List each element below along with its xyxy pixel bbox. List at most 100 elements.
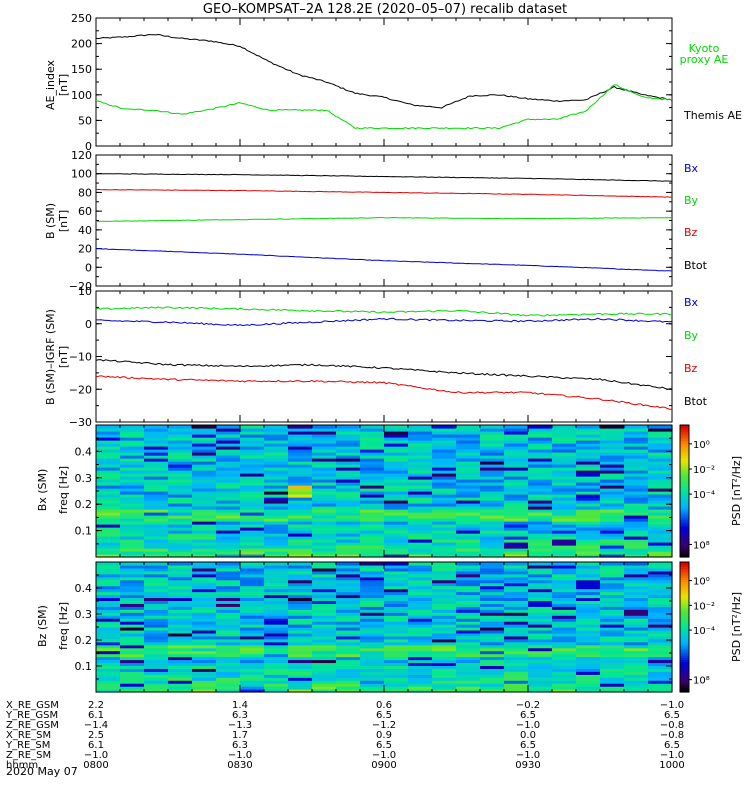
series-line-btot	[96, 172, 673, 182]
heatmap-cell	[552, 562, 577, 566]
heatmap-cell	[312, 668, 337, 672]
heatmap-cell	[648, 473, 673, 477]
heatmap-cell	[168, 573, 193, 578]
heatmap-cell	[456, 644, 481, 649]
heatmap-cell	[648, 443, 673, 447]
heatmap-cell	[264, 548, 289, 552]
heatmap-cell	[192, 629, 217, 634]
heatmap-cell	[576, 609, 601, 613]
heatmap-cell	[600, 674, 625, 678]
colorbar-tick-label: 10⁰	[693, 440, 710, 451]
heatmap-cell	[264, 428, 289, 432]
colorbar-tick-label: 10⁰	[693, 577, 710, 588]
y-tick-label: 250	[71, 12, 92, 25]
heatmap-cell	[96, 521, 121, 525]
heatmap-cell	[408, 527, 433, 531]
heatmap-cell	[168, 579, 193, 584]
heatmap-cell	[648, 479, 673, 483]
heatmap-cell	[168, 653, 193, 658]
heatmap-cell	[168, 473, 193, 477]
heatmap-cell	[408, 449, 433, 453]
heatmap-cell	[504, 627, 529, 631]
heatmap-cell	[192, 515, 217, 519]
heatmap-cell	[576, 627, 601, 631]
heatmap-cell	[408, 542, 433, 546]
heatmap-cell	[192, 491, 217, 495]
heatmap-cell	[600, 603, 625, 607]
heatmap-cell	[432, 476, 457, 480]
heatmap-cell	[264, 641, 289, 646]
heatmap-cell	[528, 656, 553, 661]
heatmap-cell	[576, 686, 601, 690]
heatmap-cell	[528, 573, 553, 578]
heatmap-cell	[360, 497, 385, 501]
heatmap-cell	[144, 597, 169, 601]
heatmap-cell	[504, 653, 529, 658]
heatmap-cell	[384, 518, 409, 522]
heatmap-cell	[648, 662, 673, 666]
heatmap-cell	[216, 579, 241, 584]
heatmap-cell	[600, 452, 625, 456]
heatmap-cell	[312, 491, 337, 495]
heatmap-cell	[336, 668, 361, 672]
heatmap-cell	[576, 683, 601, 687]
heatmap-cell	[528, 548, 553, 552]
heatmap-cell	[312, 506, 337, 510]
heatmap-cell	[528, 458, 553, 462]
heatmap-cell	[552, 629, 577, 634]
heatmap-cell	[336, 470, 361, 474]
heatmap-cell	[408, 627, 433, 631]
heatmap-cell	[288, 579, 313, 584]
heatmap-cell	[576, 488, 601, 492]
heatmap-cell	[480, 624, 505, 628]
heatmap-cell	[648, 500, 673, 504]
heatmap-cell	[96, 464, 121, 468]
heatmap-cell	[504, 606, 529, 610]
heatmap-cell	[384, 464, 409, 468]
ephemeris-value: 6.5	[376, 710, 392, 721]
heatmap-cell	[264, 515, 289, 519]
heatmap-cell	[96, 473, 121, 477]
heatmap-cell	[624, 573, 649, 578]
heatmap-cell	[600, 425, 625, 429]
heatmap-cell	[360, 476, 385, 480]
heatmap-cell	[456, 609, 481, 613]
heatmap-cell	[432, 650, 457, 655]
heatmap-cell	[312, 659, 337, 664]
heatmap-cell	[408, 464, 433, 468]
heatmap-cell	[336, 458, 361, 462]
heatmap-cell	[480, 488, 505, 492]
heatmap-cell	[360, 434, 385, 438]
heatmap-cell	[648, 567, 673, 572]
heatmap-cell	[408, 554, 433, 558]
heatmap-cell	[384, 548, 409, 552]
heatmap-cell	[384, 591, 409, 596]
heatmap-cell	[240, 683, 265, 687]
heatmap-cell	[600, 665, 625, 669]
heatmap-cell	[480, 434, 505, 438]
heatmap-cell	[264, 521, 289, 525]
heatmap-cell	[432, 452, 457, 456]
heatmap-cell	[504, 585, 529, 590]
heatmap-cell	[456, 533, 481, 537]
heatmap-cell	[456, 576, 481, 581]
heatmap-cell	[552, 564, 577, 569]
heatmap-cell	[168, 659, 193, 664]
heatmap-cell	[240, 464, 265, 468]
heatmap-cell	[624, 686, 649, 690]
heatmap-cell	[312, 530, 337, 534]
ephemeris-value: −0.8	[660, 720, 684, 731]
heatmap-cell	[600, 621, 625, 625]
heatmap-cell	[216, 539, 241, 543]
heatmap-cell	[432, 479, 457, 483]
heatmap-cell	[192, 431, 217, 435]
heatmap-cells	[96, 425, 673, 558]
heatmap-cell	[576, 585, 601, 590]
heatmap-cell	[240, 597, 265, 601]
heatmap-cell	[432, 632, 457, 637]
heatmap-cell	[576, 461, 601, 465]
heatmap-cell	[312, 443, 337, 447]
heatmap-cell	[384, 629, 409, 634]
heatmap-cell	[96, 452, 121, 456]
heatmap-cell	[192, 576, 217, 581]
